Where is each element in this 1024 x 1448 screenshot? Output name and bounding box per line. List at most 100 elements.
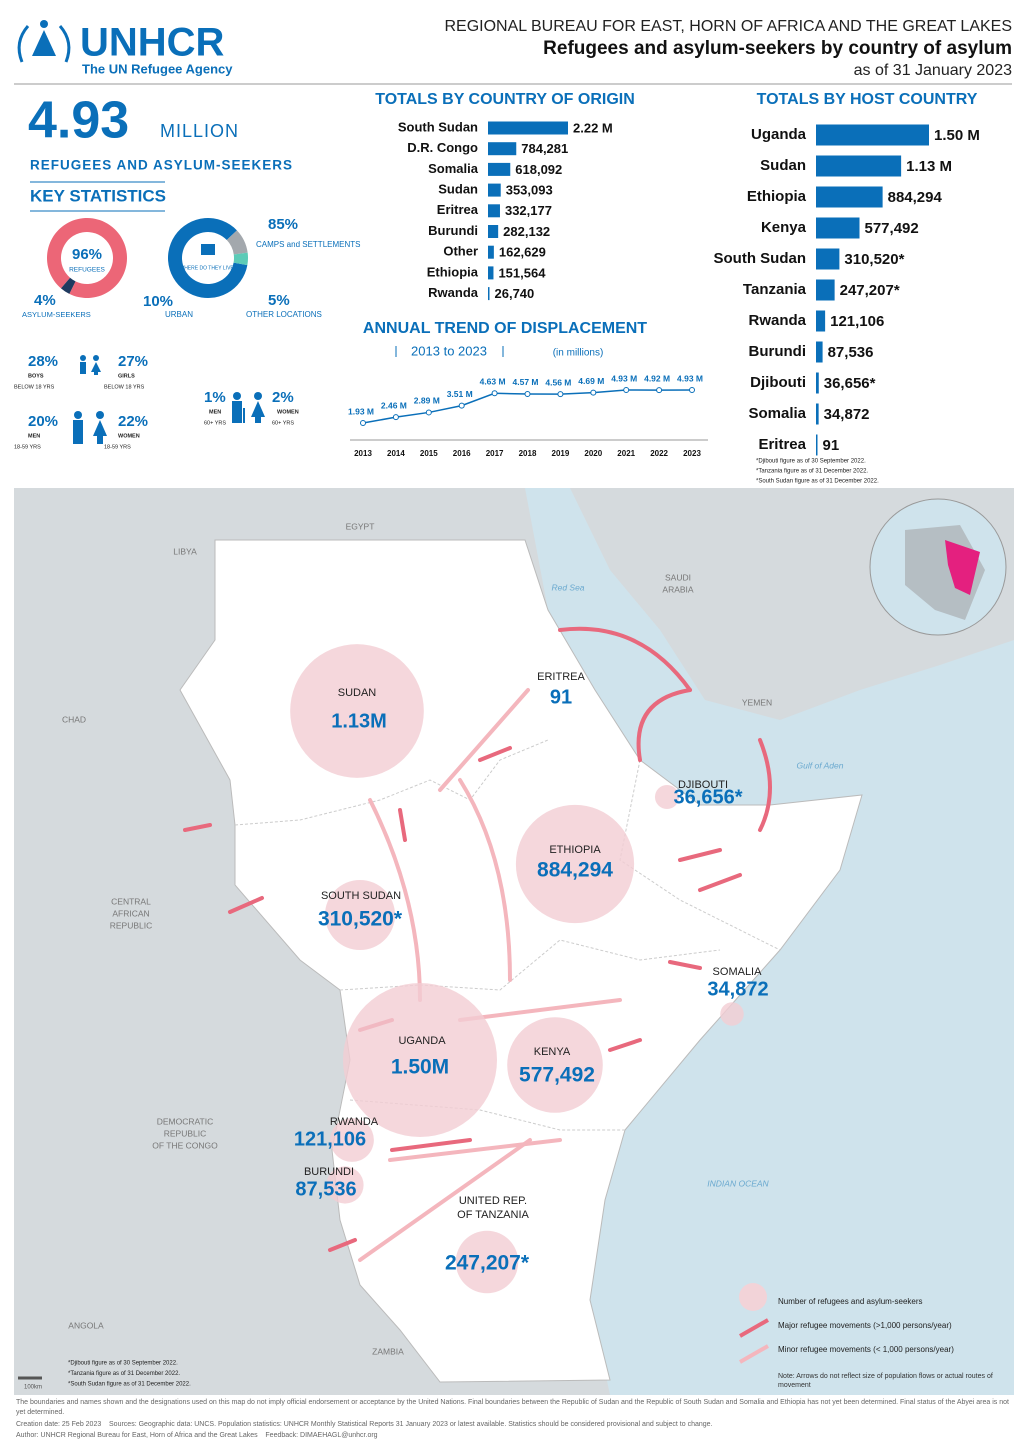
bubble [720,1002,744,1026]
country-label: ZAMBIA [372,1346,404,1356]
category-label: Ethiopia [427,264,479,279]
category-label: Eritrea [437,202,479,217]
country-label: REPUBLIC [110,920,153,930]
bubble [326,1166,364,1204]
trend-point [392,414,399,421]
bubble-value: 36,656* [674,786,743,808]
x-tick-label: 2014 [387,449,405,458]
bar [488,245,494,259]
value-label: 1.13 M [906,158,952,175]
category-label: Ethiopia [747,188,807,205]
category-label: Uganda [751,126,807,143]
value-label: 4.92 M [644,373,670,383]
demo-value: 22% [118,413,148,430]
country-label: DEMOCRATIC [157,1116,214,1126]
x-tick-label: 2021 [617,449,635,458]
arrows [183,626,772,1262]
category-label: Kenya [761,219,807,236]
bubble-value: 1.13M [331,710,387,732]
value-label: 162,629 [499,245,546,260]
bar [816,310,826,332]
value-label: 353,093 [506,183,553,198]
x-tick-label: 2019 [552,449,570,458]
demo-age: BELOW 18 YRS [104,384,145,390]
bar [816,341,823,363]
pct: 85% [268,216,298,233]
category-label: South Sudan [398,119,478,134]
value-label: 151,564 [498,265,546,280]
value-label: 2.89 M [414,396,440,406]
creation: Creation date: 25 Feb 2023 [16,1421,102,1428]
demo-value: 1% [204,389,226,406]
bar [816,124,929,146]
category-label: Other [443,244,478,259]
value-label: 4.56 M [545,377,571,387]
bar [488,266,494,280]
x-tick-label: 2015 [420,449,438,458]
value-label: 784,281 [521,141,568,156]
category-label: Tanzania [743,281,807,298]
trend-point [524,390,531,397]
x-tick-label: 2020 [584,449,602,458]
country-label: YEMEN [742,697,772,707]
value-label: 2.46 M [381,400,407,410]
bar [816,372,819,394]
bubble [560,699,562,701]
bubble-value: 310,520* [318,908,403,931]
bar [488,183,501,197]
donut-segment [46,217,127,298]
donut-center [183,233,233,283]
category-label: South Sudan [714,250,807,267]
value-label: 87,536 [828,344,874,361]
sea-label: Gulf of Aden [797,760,844,770]
bubble-value: 121,106 [294,1128,366,1150]
bubble [455,1230,519,1294]
bubble-value: 577,492 [519,1064,595,1087]
sea-label: INDIAN OCEAN [707,1178,769,1188]
footnote: *Djibouti figure as of 30 September 2022… [756,459,866,465]
bubble-name: UGANDA [398,1035,446,1047]
donut-segment [226,230,248,255]
country-label: ARABIA [662,584,694,594]
category-label: Sudan [438,182,478,197]
value-label: 91 [823,437,840,454]
trend-point [557,391,564,398]
bar [816,279,835,301]
bubble-value: 247,207* [445,1252,530,1275]
legend-symbols [739,1283,769,1364]
summary-label: REFUGEES AND ASYLUM-SEEKERS [30,158,293,173]
feedback: Feedback: DIMAEHAGL@unhcr.org [265,1432,378,1439]
demo-age: 18-59 YRS [104,444,131,450]
country-label: REPUBLIC [164,1128,207,1138]
legend-label: Major refugee movements (>1,000 persons/… [778,1321,952,1330]
value-label: 4.93 M [677,373,703,383]
demo-value: 2% [272,389,294,406]
demo-group: MEN [28,433,40,439]
demo-value: 28% [28,353,58,370]
disclaimer: The boundaries and names shown and the d… [16,1399,1009,1416]
country-label: SAUDI [665,572,691,582]
value-label: 121,106 [830,313,884,330]
value-label: 310,520* [844,251,904,268]
date: as of 31 January 2023 [854,62,1012,79]
bubble-value: 884,294 [537,859,613,882]
pct-label: ASYLUM-SEEKERS [22,310,91,319]
chart-unit: (in millions) [553,348,604,359]
bubble [654,784,680,810]
value-label: 1.93 M [348,406,374,416]
bar [488,225,499,238]
bar [488,121,568,135]
value-label: 34,872 [824,406,870,423]
bubble-value: 87,536 [295,1178,356,1200]
value-label: 332,177 [505,203,552,218]
footnote: *South Sudan figure as of 31 December 20… [68,1382,191,1388]
demo-group: BOYS [28,373,44,379]
bubble [507,1017,603,1113]
bar [816,155,902,177]
demo-group: WOMEN [277,409,299,415]
donut-segment [233,252,248,266]
chart-title: TOTALS BY HOST COUNTRY [757,91,978,108]
bubble-name: SOMALIA [713,966,763,978]
country-label: OF THE CONGO [152,1140,218,1150]
